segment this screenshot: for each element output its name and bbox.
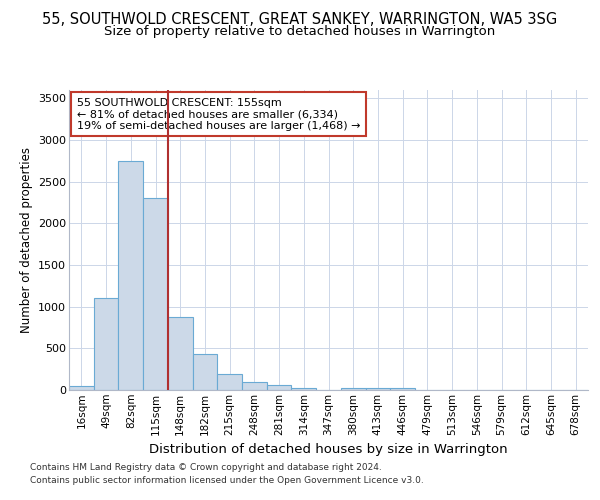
Text: Size of property relative to detached houses in Warrington: Size of property relative to detached ho…	[104, 25, 496, 38]
Bar	[267, 386, 292, 390]
Bar	[193, 354, 217, 390]
Text: Contains public sector information licensed under the Open Government Licence v3: Contains public sector information licen…	[30, 476, 424, 485]
Text: 55, SOUTHWOLD CRESCENT, GREAT SANKEY, WARRINGTON, WA5 3SG: 55, SOUTHWOLD CRESCENT, GREAT SANKEY, WA…	[43, 12, 557, 28]
Bar	[118, 161, 143, 390]
Text: Contains HM Land Registry data © Crown copyright and database right 2024.: Contains HM Land Registry data © Crown c…	[30, 464, 382, 472]
Bar	[341, 388, 365, 390]
Bar	[365, 388, 390, 390]
Bar	[69, 386, 94, 390]
Bar	[242, 382, 267, 390]
Bar	[168, 316, 193, 390]
X-axis label: Distribution of detached houses by size in Warrington: Distribution of detached houses by size …	[149, 443, 508, 456]
Bar	[94, 298, 118, 390]
Bar	[292, 388, 316, 390]
Bar	[143, 198, 168, 390]
Bar	[217, 374, 242, 390]
Bar	[390, 388, 415, 390]
Y-axis label: Number of detached properties: Number of detached properties	[20, 147, 32, 333]
Text: 55 SOUTHWOLD CRESCENT: 155sqm
← 81% of detached houses are smaller (6,334)
19% o: 55 SOUTHWOLD CRESCENT: 155sqm ← 81% of d…	[77, 98, 360, 130]
